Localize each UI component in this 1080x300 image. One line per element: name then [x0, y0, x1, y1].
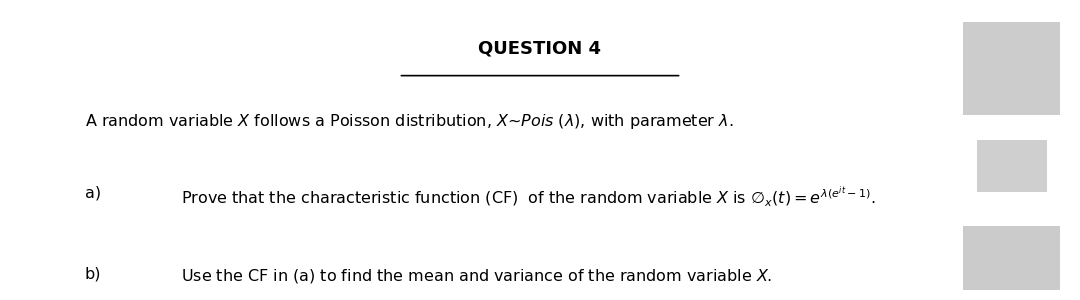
Text: QUESTION 4: QUESTION 4 — [478, 39, 602, 57]
FancyBboxPatch shape — [963, 22, 1059, 115]
FancyBboxPatch shape — [977, 140, 1047, 192]
Text: Prove that the characteristic function (CF)  of the random variable $\mathit{X}$: Prove that the characteristic function (… — [181, 185, 876, 210]
Text: a): a) — [84, 185, 100, 200]
FancyBboxPatch shape — [963, 226, 1059, 290]
Text: b): b) — [84, 267, 102, 282]
Text: A random variable $\mathit{X}$ follows a Poisson distribution, $\mathit{X}$~$\ma: A random variable $\mathit{X}$ follows a… — [84, 112, 733, 131]
Text: Use the CF in (a) to find the mean and variance of the random variable $\mathit{: Use the CF in (a) to find the mean and v… — [181, 267, 772, 285]
